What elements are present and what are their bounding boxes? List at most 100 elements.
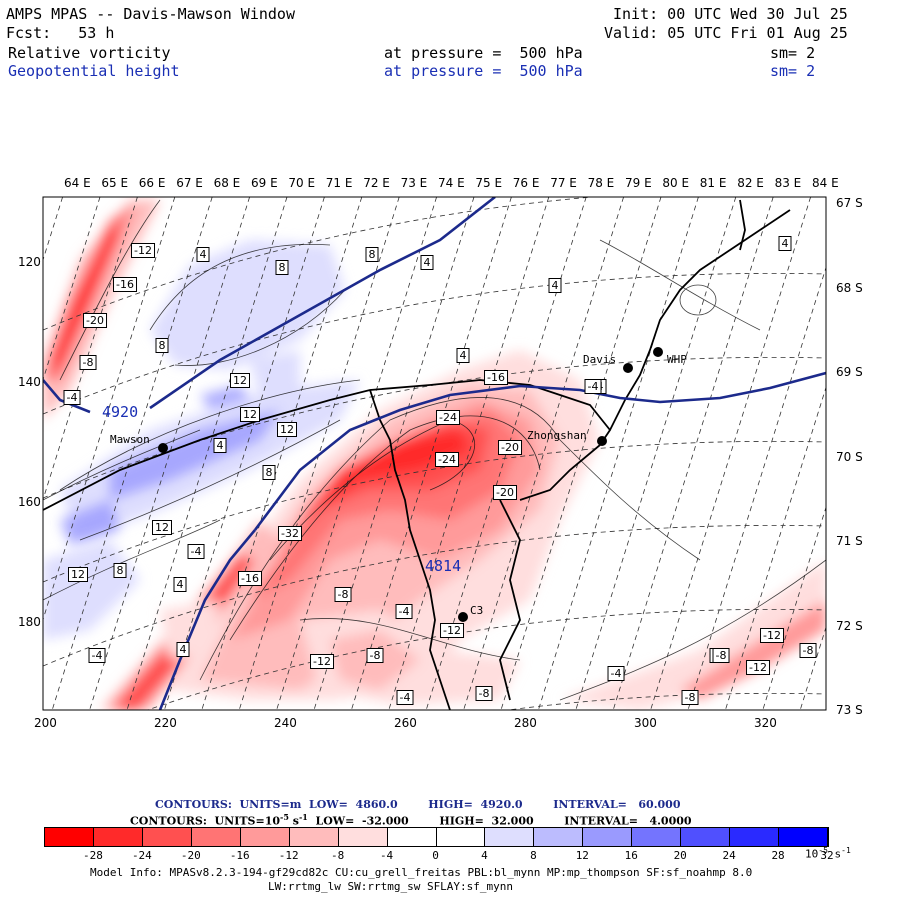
x-tick-label: 260 bbox=[394, 716, 417, 730]
lat-lon-grid bbox=[0, 197, 826, 710]
field1-level: at pressure = 500 hPa bbox=[384, 44, 583, 62]
vorticity-label: -12 bbox=[131, 243, 155, 258]
colorbar-swatch bbox=[289, 828, 339, 846]
colorbar-unit-exp: -5 bbox=[818, 846, 828, 855]
field2-name: Geopotential height bbox=[8, 62, 180, 80]
vorticity-contours bbox=[43, 199, 826, 701]
vorticity-label: 4 bbox=[548, 278, 562, 293]
longitude-label: 65 E bbox=[101, 176, 129, 190]
parallel-line bbox=[43, 272, 826, 415]
vorticity-label: 12 bbox=[152, 520, 172, 535]
colorbar-label: 16 bbox=[624, 849, 638, 862]
colorbar bbox=[44, 827, 829, 847]
longitude-label: 84 E bbox=[812, 176, 839, 190]
latitude-label: 73 S bbox=[836, 703, 863, 717]
model-info-line1: Model Info: MPASv8.2.3-194-gf29cd82c CU:… bbox=[90, 866, 753, 879]
colorbar-label: -8 bbox=[331, 849, 345, 862]
latitude-label: 67 S bbox=[836, 196, 863, 210]
colorbar-label: -16 bbox=[229, 849, 250, 862]
field2-smooth: sm= 2 bbox=[770, 62, 816, 80]
colorbar-label: -24 bbox=[131, 849, 152, 862]
station-label-zhongshan: Zhongshan bbox=[527, 429, 587, 442]
meridian-line bbox=[0, 197, 25, 710]
y-tick-label: 120 bbox=[18, 255, 41, 269]
colorbar-label: -12 bbox=[278, 849, 299, 862]
vorticity-label: 4 bbox=[176, 642, 190, 657]
vorticity-label: -16 bbox=[484, 370, 508, 385]
y-tick-label: 140 bbox=[18, 375, 41, 389]
vorticity-label: -16 bbox=[113, 277, 137, 292]
vorticity-label: 4 bbox=[778, 236, 792, 251]
vorticity-label: -20 bbox=[498, 440, 522, 455]
vorticity-label: 12 bbox=[230, 373, 250, 388]
model-info-line2: LW:rrtmg_lw SW:rrtmg_sw SFLAY:sf_mynn bbox=[268, 880, 514, 893]
colorbar-swatch bbox=[681, 828, 731, 846]
parallel-line bbox=[43, 440, 826, 583]
station-label-whp: WHP bbox=[667, 353, 687, 366]
latitude-label: 69 S bbox=[836, 365, 863, 379]
vorticity-label: -12 bbox=[760, 628, 784, 643]
vorticity-label: 8 bbox=[365, 247, 379, 262]
x-tick-label: 240 bbox=[274, 716, 297, 730]
vorticity-label: -8 bbox=[475, 686, 493, 701]
colorbar-label: 12 bbox=[575, 849, 589, 862]
colorbar-unit-s: s bbox=[827, 847, 842, 861]
parallel-line bbox=[43, 524, 826, 667]
colorbar-label: 24 bbox=[722, 849, 736, 862]
vorticity-label: -4 bbox=[187, 544, 205, 559]
longitude-label: 79 E bbox=[625, 176, 652, 190]
height-label-4814: 4814 bbox=[425, 557, 462, 575]
colorbar-label: 0 bbox=[432, 849, 439, 862]
vorticity-contour-info: CONTOURS: UNITS=10-5 s-1 LOW= -32.000 HI… bbox=[130, 812, 692, 828]
longitude-label: 64 E bbox=[64, 176, 91, 190]
longitude-label: 75 E bbox=[475, 176, 503, 190]
longitude-label: 82 E bbox=[737, 176, 764, 190]
y-tick-label: 180 bbox=[18, 615, 41, 629]
colorbar-label: -20 bbox=[180, 849, 201, 862]
vorticity-label: -20 bbox=[83, 313, 107, 328]
vorticity-label: 12 bbox=[68, 567, 88, 582]
longitude-label: 80 E bbox=[662, 176, 690, 190]
longitude-label: 73 E bbox=[400, 176, 428, 190]
vorticity-label: 12 bbox=[240, 407, 260, 422]
vorticity-label: 4 bbox=[420, 255, 434, 270]
colorbar-swatch bbox=[779, 828, 828, 846]
vorticity-label: -8 bbox=[79, 355, 97, 370]
vorticity-label: -12 bbox=[310, 654, 334, 669]
longitude-label: 69 E bbox=[251, 176, 278, 190]
colorbar-label: 4 bbox=[481, 849, 488, 862]
colorbar-unit: 10-5 s-1 bbox=[805, 843, 851, 863]
colorbar-swatch bbox=[93, 828, 143, 846]
height-contour-info: CONTOURS: UNITS=m LOW= 4860.0 HIGH= 4920… bbox=[155, 798, 681, 811]
station-label-davis: Davis bbox=[583, 353, 617, 366]
x-tick-label: 300 bbox=[634, 716, 657, 730]
vorticity-label: -8 bbox=[366, 648, 384, 663]
latitude-label: 71 S bbox=[836, 534, 863, 548]
vorticity-label: 12 bbox=[277, 422, 297, 437]
colorbar-label: 32 bbox=[820, 849, 834, 862]
longitude-label: 67 E bbox=[176, 176, 203, 190]
height-label-4920: 4920 bbox=[102, 403, 139, 421]
forecast-hour: Fcst: 53 h bbox=[6, 24, 115, 42]
field2-level: at pressure = 500 hPa bbox=[384, 62, 583, 80]
colorbar-unit-exp2: -1 bbox=[841, 846, 851, 855]
colorbar-label: 8 bbox=[530, 849, 537, 862]
colorbar-swatch bbox=[534, 828, 584, 846]
x-tick-label: 280 bbox=[514, 716, 537, 730]
colorbar-unit-base: 10 bbox=[805, 847, 819, 861]
longitude-label: 71 E bbox=[325, 176, 353, 190]
vorticity-label: 8 bbox=[275, 260, 289, 275]
latitude-label: 68 S bbox=[836, 280, 863, 295]
field1-name: Relative vorticity bbox=[8, 44, 171, 62]
station-label-c3: C3 bbox=[470, 604, 484, 617]
station-label-mawson: Mawson bbox=[110, 433, 150, 446]
longitude-label: 78 E bbox=[587, 176, 615, 190]
colorbar-swatch bbox=[387, 828, 437, 846]
vorticity-label: -4 bbox=[396, 690, 414, 705]
colorbar-swatch bbox=[338, 828, 388, 846]
vorticity-label: -12 bbox=[746, 660, 770, 675]
valid-time: Valid: 05 UTC Fri 01 Aug 25 bbox=[604, 24, 848, 42]
longitude-label: 76 E bbox=[512, 176, 540, 190]
vorticity-label: -8 bbox=[799, 643, 817, 658]
colorbar-label: -4 bbox=[379, 849, 394, 862]
